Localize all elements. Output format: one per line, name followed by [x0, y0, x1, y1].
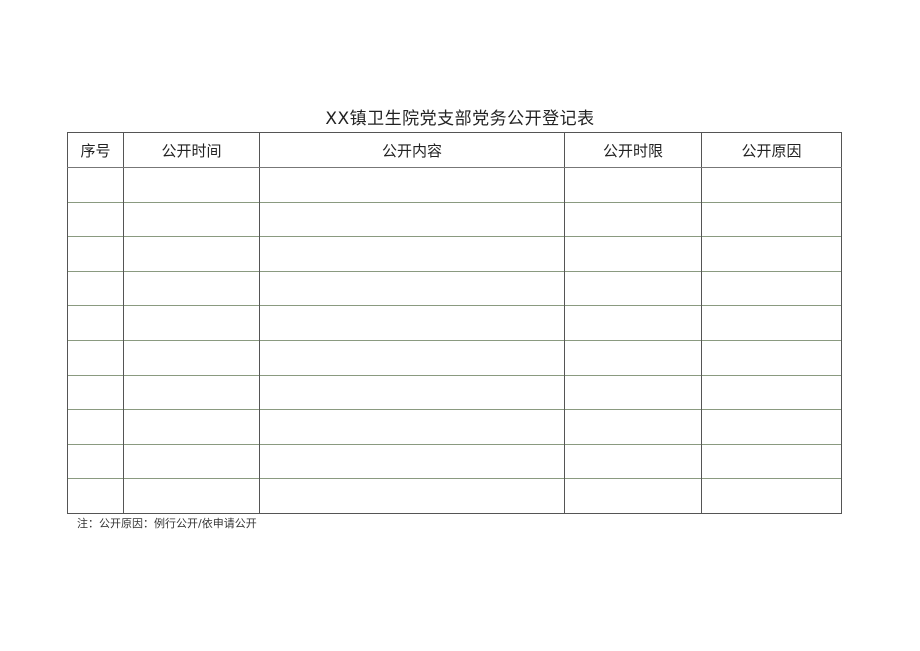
table-cell[interactable]: [123, 409, 260, 445]
table-cell[interactable]: [123, 374, 260, 410]
table-row: [67, 339, 842, 376]
table-cell[interactable]: [701, 339, 842, 376]
table-cell[interactable]: [564, 409, 702, 445]
table-cell[interactable]: [701, 167, 842, 203]
table-cell[interactable]: [564, 167, 702, 203]
table-cell[interactable]: [564, 270, 702, 306]
table-cell[interactable]: [701, 374, 842, 410]
table-row: [67, 443, 842, 479]
header-content: 公开内容: [259, 132, 565, 168]
register-table: 序号 公开时间 公开内容 公开时限 公开原因: [67, 132, 842, 514]
table-cell[interactable]: [564, 443, 702, 479]
table-cell[interactable]: [701, 270, 842, 306]
table-cell[interactable]: [67, 409, 124, 445]
table-cell[interactable]: [123, 339, 260, 376]
table-row: [67, 236, 842, 272]
table-cell[interactable]: [123, 305, 260, 341]
table-cell[interactable]: [259, 409, 565, 445]
table-cell[interactable]: [701, 409, 842, 445]
table-row: [67, 374, 842, 410]
table-cell[interactable]: [564, 305, 702, 341]
table-cell[interactable]: [67, 339, 124, 376]
table-row: [67, 201, 842, 237]
header-time: 公开时间: [123, 132, 260, 168]
table-cell[interactable]: [701, 443, 842, 479]
table-cell[interactable]: [123, 443, 260, 479]
table-row: [67, 409, 842, 445]
table-cell[interactable]: [701, 201, 842, 237]
table-cell[interactable]: [67, 236, 124, 272]
header-index: 序号: [67, 132, 124, 168]
table-cell[interactable]: [259, 167, 565, 203]
table-cell[interactable]: [123, 270, 260, 306]
table-row: [67, 167, 842, 203]
document-title: XX镇卫生院党支部党务公开登记表: [325, 109, 595, 129]
table-cell[interactable]: [67, 443, 124, 479]
table-cell[interactable]: [67, 374, 124, 410]
table-cell[interactable]: [123, 201, 260, 237]
footnote: 注：公开原因：例行公开/依申请公开: [77, 517, 257, 530]
table-cell[interactable]: [67, 167, 124, 203]
table-cell[interactable]: [259, 443, 565, 479]
table-cell[interactable]: [564, 374, 702, 410]
table-row: [67, 478, 842, 514]
table-cell[interactable]: [259, 305, 565, 341]
table-cell[interactable]: [259, 339, 565, 376]
table-cell[interactable]: [67, 270, 124, 306]
table-cell[interactable]: [564, 201, 702, 237]
table-cell[interactable]: [701, 236, 842, 272]
table-row: [67, 305, 842, 341]
table-cell[interactable]: [564, 236, 702, 272]
table-cell[interactable]: [701, 305, 842, 341]
table-cell[interactable]: [564, 478, 702, 514]
table-cell[interactable]: [259, 374, 565, 410]
table-cell[interactable]: [259, 478, 565, 514]
table-cell[interactable]: [123, 236, 260, 272]
table-cell[interactable]: [259, 201, 565, 237]
table-cell[interactable]: [701, 478, 842, 514]
header-row: 序号 公开时间 公开内容 公开时限 公开原因: [67, 132, 842, 168]
table-cell[interactable]: [259, 236, 565, 272]
table-cell[interactable]: [67, 305, 124, 341]
header-period: 公开时限: [564, 132, 702, 168]
header-reason: 公开原因: [701, 132, 842, 168]
table-cell[interactable]: [259, 270, 565, 306]
table-cell[interactable]: [67, 478, 124, 514]
table-cell[interactable]: [123, 478, 260, 514]
table-row: [67, 270, 842, 306]
table-cell[interactable]: [123, 167, 260, 203]
table-cell[interactable]: [67, 201, 124, 237]
table-cell[interactable]: [564, 339, 702, 376]
